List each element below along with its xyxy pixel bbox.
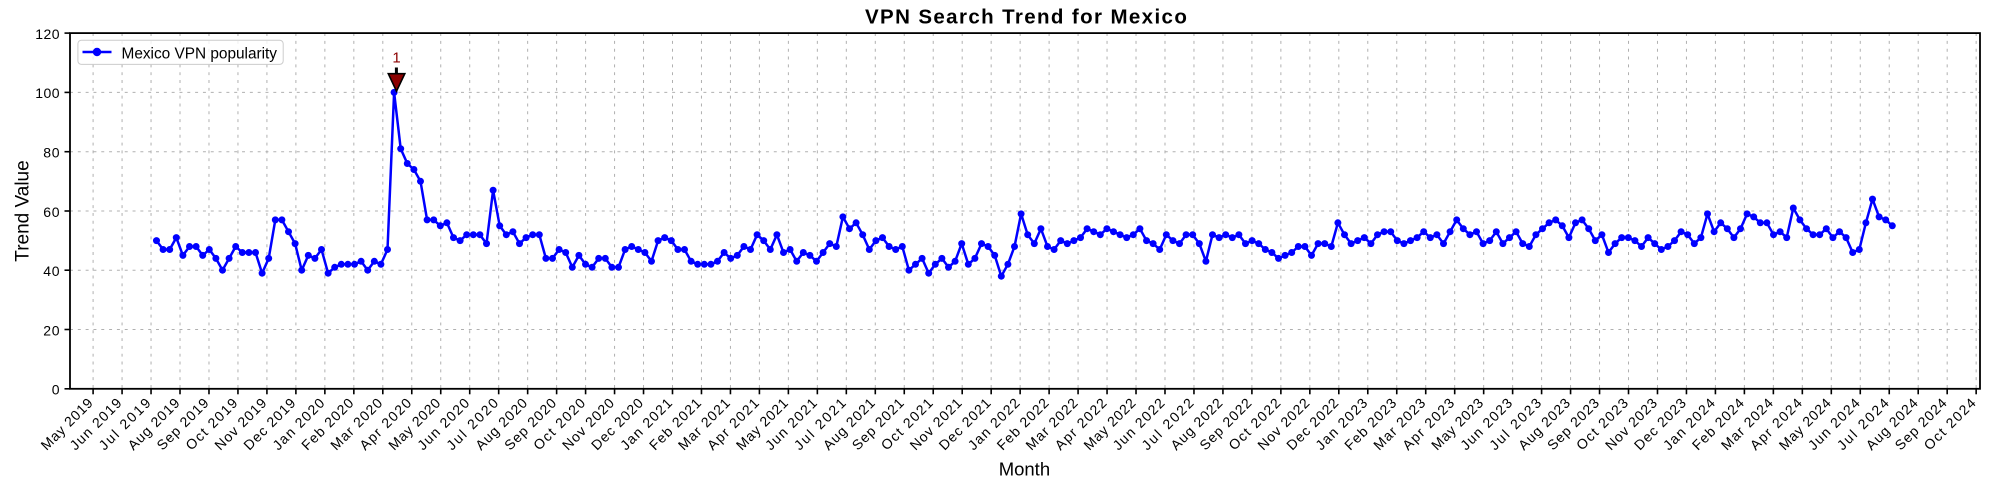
svg-text:60: 60 [43, 204, 59, 220]
svg-text:Trend Value: Trend Value [13, 160, 34, 261]
svg-text:VPN Search Trend for Mexico: VPN Search Trend for Mexico [865, 5, 1187, 28]
svg-text:0: 0 [52, 382, 60, 398]
svg-text:80: 80 [43, 145, 59, 161]
svg-text:40: 40 [43, 263, 59, 279]
svg-text:20: 20 [43, 322, 59, 338]
svg-text:Mexico VPN popularity: Mexico VPN popularity [122, 46, 278, 63]
svg-text:100: 100 [35, 85, 60, 101]
svg-text:Month: Month [999, 459, 1050, 480]
svg-text:1: 1 [392, 50, 400, 67]
svg-text:120: 120 [35, 26, 60, 42]
